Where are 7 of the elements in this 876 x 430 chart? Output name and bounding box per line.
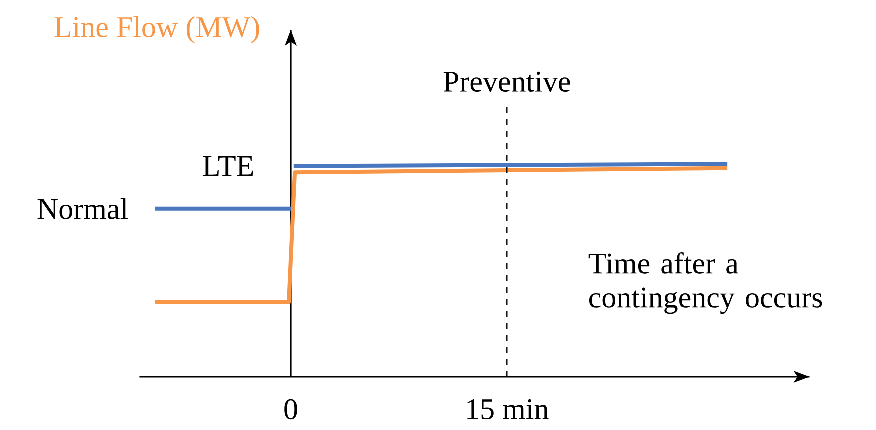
- ref-line-label: Preventive: [444, 72, 570, 92]
- annotation: Normal: [38, 198, 128, 220]
- x-tick-label: 0: [284, 399, 298, 420]
- y-axis-title: Line Flow (MW): [54, 16, 260, 44]
- x-tick-label: 15 min: [468, 399, 549, 420]
- annotation: LTE: [203, 156, 254, 176]
- x-axis-title: Time after a contingency occurs: [588, 252, 822, 314]
